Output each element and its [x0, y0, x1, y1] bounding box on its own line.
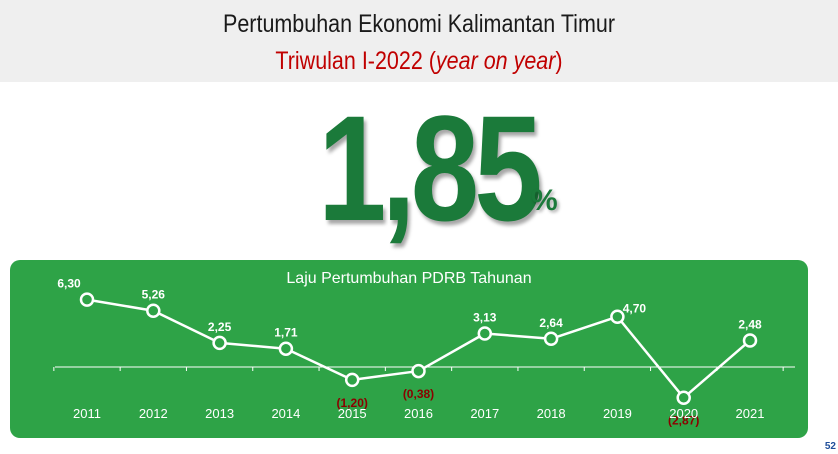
data-point	[742, 333, 758, 348]
series-line	[86, 298, 751, 399]
x-tick-label: 2017	[470, 406, 499, 421]
x-tick-label: 2015	[338, 406, 367, 421]
headline-growth-unit: %	[531, 184, 558, 217]
data-label: 4,70	[623, 302, 647, 316]
data-point	[610, 309, 625, 324]
data-label: 5,26	[142, 288, 166, 302]
data-label: 3,13	[473, 311, 497, 325]
page-number: 52	[824, 441, 836, 452]
data-label: (0,38)	[403, 387, 434, 401]
x-tick-label: 2018	[537, 406, 566, 421]
data-point	[411, 363, 426, 379]
data-label: 2,25	[208, 320, 232, 334]
x-tick-label: 2020	[669, 406, 698, 421]
data-label: (2,87)	[668, 414, 699, 428]
data-label: (1,20)	[337, 396, 368, 410]
data-label: 1,71	[274, 326, 298, 340]
headline-growth-value: 1,85	[318, 84, 543, 252]
chart-title: Laju Pertumbuhan PDRB Tahunan	[286, 270, 532, 287]
chart-panel: Laju Pertumbuhan PDRB Tahunan 6,30 5,26 2,…	[10, 260, 808, 438]
x-tick-label: 2011	[73, 406, 101, 421]
x-tick-label: 2013	[205, 406, 234, 421]
subtitle-italic: year on year	[435, 47, 556, 75]
page-title: Pertumbuhan Ekonomi Kalimantan Timur	[223, 10, 615, 38]
header-band: Pertumbuhan Ekonomi Kalimantan Timur Tri…	[0, 0, 838, 82]
subtitle-end: )	[555, 47, 563, 75]
data-label: 6,30	[57, 277, 81, 291]
data-point	[212, 335, 227, 351]
data-point	[278, 341, 294, 356]
x-tick-label: 2014	[271, 406, 300, 421]
page-subtitle: Triwulan I-2022 (year on year)	[59, 47, 780, 76]
data-point	[477, 326, 493, 341]
data-label: 2,64	[539, 316, 563, 330]
x-tick-label: 2021	[736, 406, 765, 421]
subtitle-main: Triwulan I-2022 (	[275, 47, 436, 75]
data-point	[676, 390, 691, 405]
data-point	[344, 372, 360, 388]
data-point	[146, 303, 161, 318]
x-tick-label: 2019	[603, 406, 632, 421]
data-label: 2,48	[738, 317, 762, 331]
x-tick-label: 2016	[404, 406, 433, 421]
x-tick-label: 2012	[139, 406, 168, 421]
data-point	[543, 331, 559, 347]
line-chart: 6,30 5,26 2,25 1,71 (1,20) (0,38) 3,13 2,64 4,70…	[53, 277, 795, 428]
data-point	[79, 292, 95, 307]
